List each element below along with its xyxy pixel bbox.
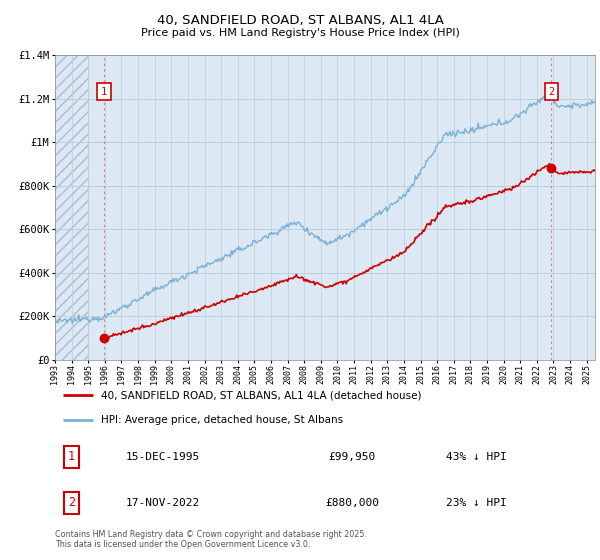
Text: 40, SANDFIELD ROAD, ST ALBANS, AL1 4LA: 40, SANDFIELD ROAD, ST ALBANS, AL1 4LA <box>157 14 443 27</box>
Text: Contains HM Land Registry data © Crown copyright and database right 2025.
This d: Contains HM Land Registry data © Crown c… <box>55 530 367 549</box>
Text: 15-DEC-1995: 15-DEC-1995 <box>126 452 200 462</box>
Text: 1: 1 <box>101 87 107 97</box>
Text: £99,950: £99,950 <box>328 452 376 462</box>
Text: 17-NOV-2022: 17-NOV-2022 <box>126 498 200 508</box>
Text: HPI: Average price, detached house, St Albans: HPI: Average price, detached house, St A… <box>101 414 343 424</box>
Text: 2: 2 <box>548 87 554 97</box>
Text: Price paid vs. HM Land Registry's House Price Index (HPI): Price paid vs. HM Land Registry's House … <box>140 28 460 38</box>
Text: 43% ↓ HPI: 43% ↓ HPI <box>446 452 506 462</box>
Text: £880,000: £880,000 <box>325 498 379 508</box>
Text: 40, SANDFIELD ROAD, ST ALBANS, AL1 4LA (detached house): 40, SANDFIELD ROAD, ST ALBANS, AL1 4LA (… <box>101 390 421 400</box>
Text: 23% ↓ HPI: 23% ↓ HPI <box>446 498 506 508</box>
Point <box>547 164 556 173</box>
Text: 1: 1 <box>68 450 75 464</box>
Text: 2: 2 <box>68 497 75 510</box>
Point <box>100 334 109 343</box>
